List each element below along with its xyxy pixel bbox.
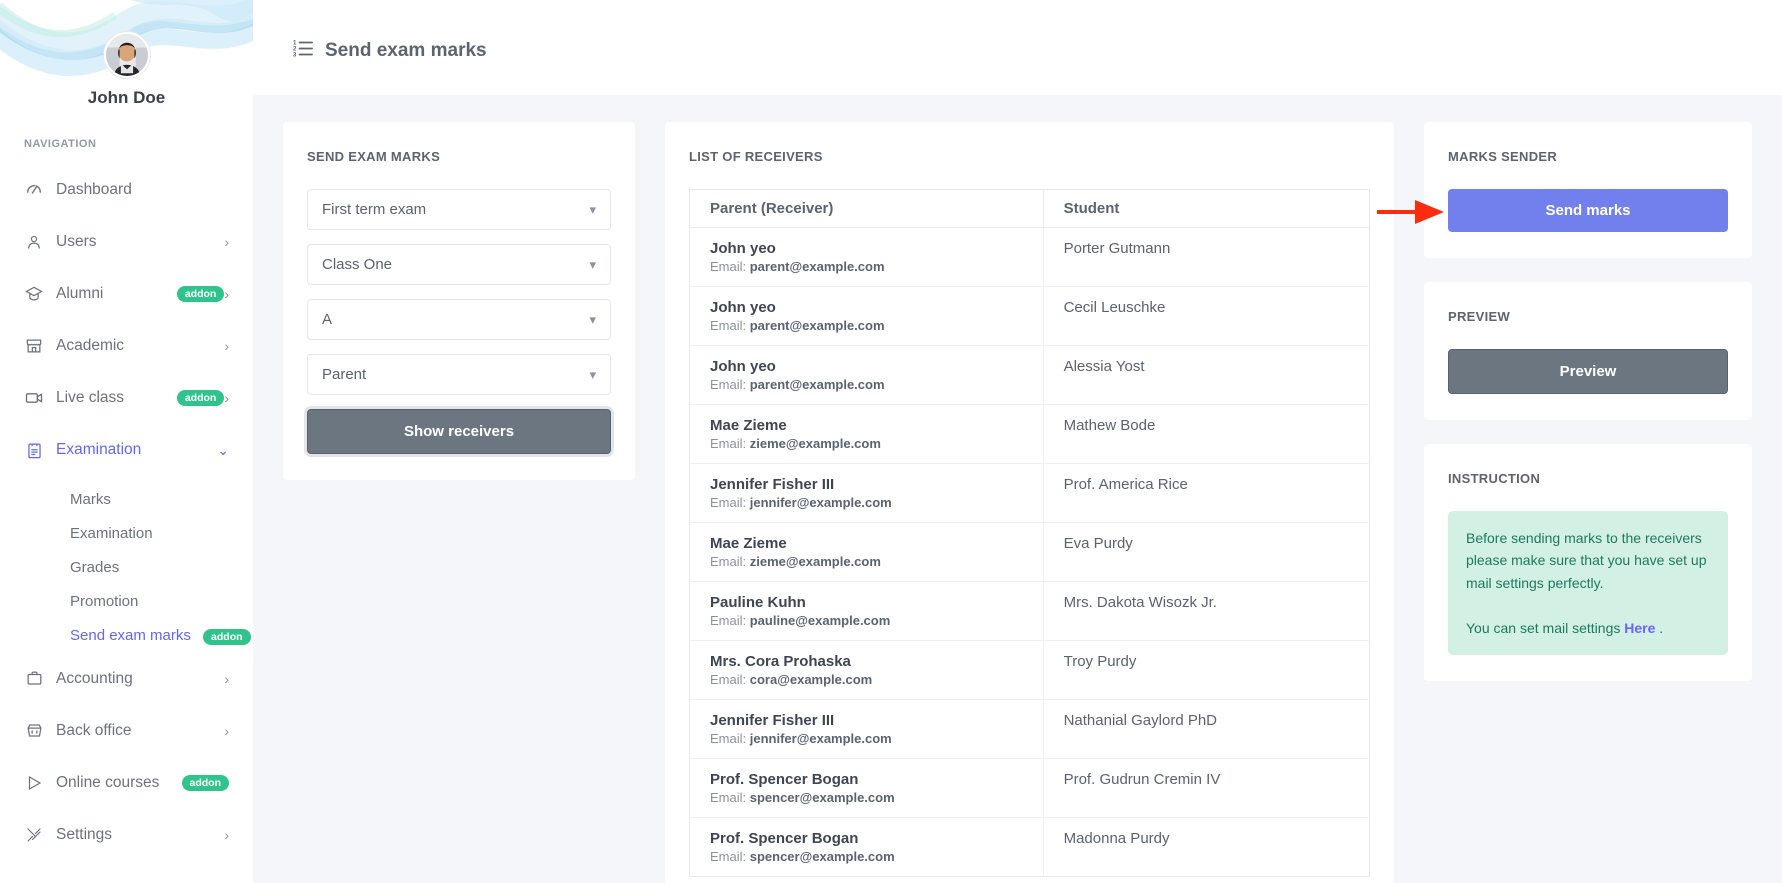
svg-text:3: 3	[293, 52, 297, 58]
